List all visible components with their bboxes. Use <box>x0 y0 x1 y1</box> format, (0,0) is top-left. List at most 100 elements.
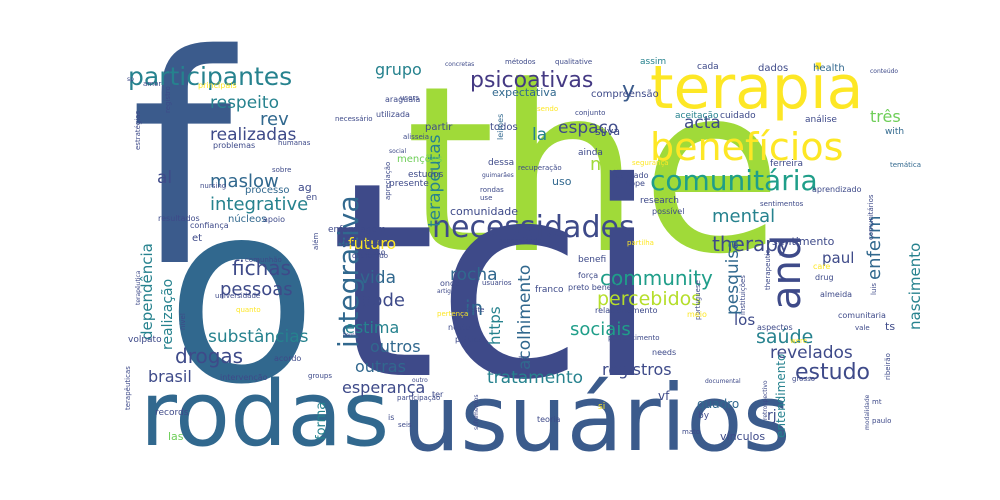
word-integrativa: integrativa <box>332 195 365 348</box>
word-documental: documental <box>705 378 741 385</box>
word-principais: princípais <box>198 81 237 90</box>
word-intervencao: intervenção <box>220 373 268 382</box>
word-sociais: sociais <box>570 319 631 340</box>
word-dessa: dessa <box>488 158 514 168</box>
word-comunidade: comunidade <box>450 205 518 218</box>
word-qualitative: qualitative <box>555 58 592 66</box>
word-necessario: necessário <box>335 115 373 123</box>
word-rev: rev <box>260 109 289 130</box>
word-maslow: maslow <box>210 171 279 192</box>
word-mencoes: menções <box>397 154 442 165</box>
word-cada: cada <box>697 62 719 72</box>
word-terapia: terapia <box>650 53 863 123</box>
word-concretas: concretas <box>445 61 474 68</box>
word-aceitacao: aceitação <box>675 111 719 121</box>
word-esperanca: esperança <box>342 378 425 397</box>
word-ter: ter <box>432 390 444 399</box>
word-needs: needs <box>652 348 676 357</box>
word-terapeutica: terapêutica <box>135 270 142 305</box>
word-acordo: acordo <box>274 354 301 363</box>
word-the: the <box>405 38 782 305</box>
word-espaco: espaço <box>558 118 618 138</box>
word-with: with <box>885 127 904 137</box>
word-la: la <box>532 125 547 145</box>
word-drug: drug <box>815 273 834 282</box>
word-necessidades: necessidades <box>432 210 635 245</box>
word-users: users <box>400 94 419 102</box>
word-doutorado: doutorado <box>352 252 388 260</box>
word-seguranca: segurança <box>632 159 669 167</box>
word-conteudo: conteúdo <box>870 68 898 75</box>
word-nivel: nível <box>179 313 187 330</box>
word-participantes: participantes <box>128 62 292 91</box>
word-necessidade: necessidade <box>498 237 542 245</box>
word-vida: vida <box>360 268 396 288</box>
word-amor: amor <box>143 80 161 88</box>
word-uso: uso <box>552 175 572 188</box>
word-usuarios: usuarios <box>482 279 512 287</box>
word-aspectos: aspectos <box>757 323 793 332</box>
word-beneficios: benefícios <box>650 125 843 169</box>
word-pesquisa: pesquisa <box>723 239 743 315</box>
word-ma: ma <box>590 154 619 175</box>
word-respeito: respeito <box>210 93 279 113</box>
word-rocha: rocha <box>450 265 498 285</box>
word-ainda: ainda <box>578 148 603 158</box>
word-aprendizado: aprendizado <box>812 185 862 194</box>
word-apreciacao: apreciação <box>384 162 392 200</box>
word-alisseia: alisseia <box>403 133 429 141</box>
word-by: by <box>698 411 710 421</box>
word-enferm: enferm <box>864 215 885 280</box>
word-disso: disso <box>365 248 386 257</box>
word-comunhao: comunhão <box>245 256 282 264</box>
word-al: al <box>157 168 172 188</box>
word-cuidado: cuidado <box>720 111 756 121</box>
word-ts: ts <box>885 320 895 333</box>
word-pertencimento: pertencimento <box>608 334 660 342</box>
word-registro: registro <box>164 86 172 113</box>
word-analise: análise <box>805 115 837 125</box>
word-portuguese: portuguese <box>694 280 702 320</box>
word-nucleos: núcleos <box>228 213 266 225</box>
word-mental: mental <box>712 206 775 227</box>
word-terapeuticas: terapêuticas <box>124 366 132 410</box>
word-revelados: revelados <box>770 343 853 363</box>
word-outras: outras <box>355 357 406 376</box>
word-enfermagem: enfermagem <box>328 225 386 235</box>
word-estima: estima <box>345 318 399 337</box>
word-records: records <box>155 408 189 418</box>
word-pessoas: pessoas <box>220 279 293 300</box>
word-vinculos: vínculos <box>720 430 765 443</box>
word-silva: silva <box>595 125 620 138</box>
word-seis: seis <box>398 421 412 429</box>
word-is: is <box>388 413 394 422</box>
word-los: los <box>734 311 755 329</box>
word-processo: processo <box>245 185 290 196</box>
word-meio: meio <box>687 310 707 319</box>
word-usuarios: usuários <box>402 365 791 472</box>
word-tci: tci <box>330 124 659 439</box>
word-outros: outros <box>370 337 421 356</box>
word-quanto: quanto <box>236 306 261 314</box>
word-tematica: temática <box>890 161 921 169</box>
word-use: use <box>480 194 492 202</box>
word-volpato: volpato <box>128 335 162 345</box>
word-si: si <box>598 402 605 412</box>
word-fichas: fichas <box>232 256 291 280</box>
word-outro: outro <box>412 377 428 384</box>
word-recuperacao: recuperação <box>518 164 562 172</box>
word-estrategias: estratégias <box>134 110 142 150</box>
word-mt: mt <box>872 398 882 406</box>
word-utilizada: utilizada <box>376 110 410 119</box>
word-psicoativas: psicoativas <box>470 68 593 93</box>
word-expectativa: expectativa <box>492 86 557 99</box>
word-vale: vale <box>855 324 870 332</box>
word-community: community <box>600 266 713 290</box>
word-temas: temas <box>343 332 362 339</box>
word-todos: todos <box>490 122 518 133</box>
word-universidade: universidade <box>215 292 260 300</box>
word-ag: ag <box>298 181 312 194</box>
word-forca: força <box>578 271 598 280</box>
word-pertenca: pertença <box>437 310 468 318</box>
